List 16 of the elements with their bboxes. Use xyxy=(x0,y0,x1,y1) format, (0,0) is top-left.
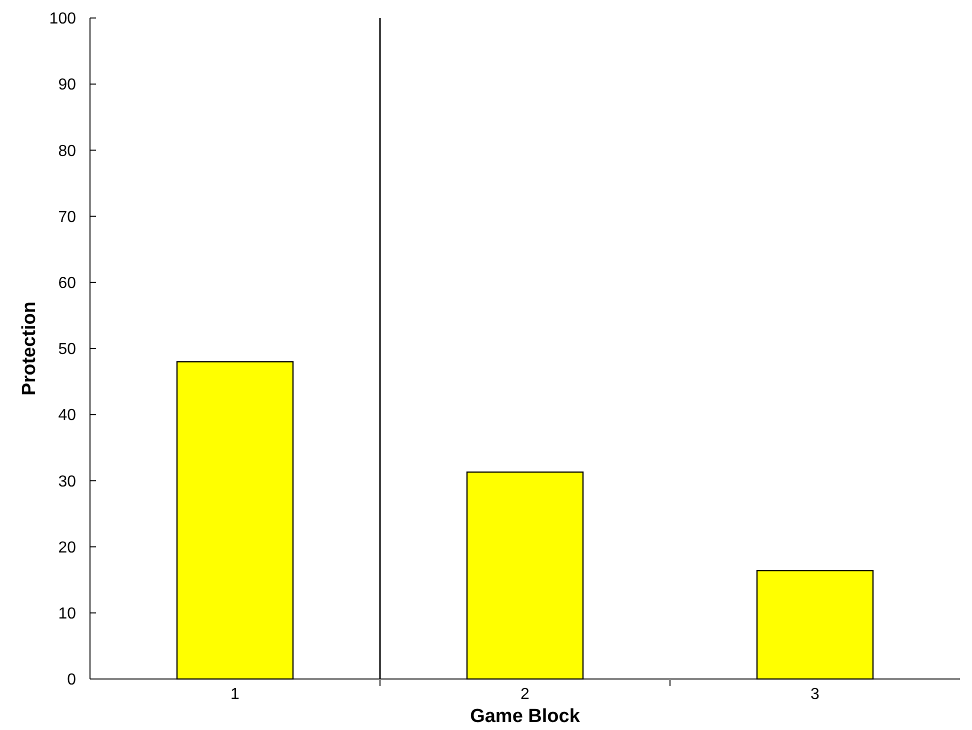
x-tick-label: 2 xyxy=(520,686,530,703)
y-tick-label: 60 xyxy=(58,275,76,292)
y-tick-label: 30 xyxy=(58,473,76,490)
x-tick-label: 1 xyxy=(230,686,240,703)
y-tick-label: 10 xyxy=(58,606,76,622)
y-tick-label: 20 xyxy=(58,539,76,556)
x-axis-title: Game Block xyxy=(470,706,580,727)
y-tick-label: 40 xyxy=(58,407,76,424)
y-tick-label: 90 xyxy=(58,76,76,94)
x-tick-label: 3 xyxy=(810,686,820,703)
y-tick-label: 50 xyxy=(58,341,76,358)
y-tick-label: 70 xyxy=(58,208,76,226)
y-tick-label: 0 xyxy=(67,672,76,689)
y-tick-label: 100 xyxy=(49,10,76,28)
y-tick-label: 80 xyxy=(58,142,76,160)
y-axis-title: Protection xyxy=(19,302,40,396)
